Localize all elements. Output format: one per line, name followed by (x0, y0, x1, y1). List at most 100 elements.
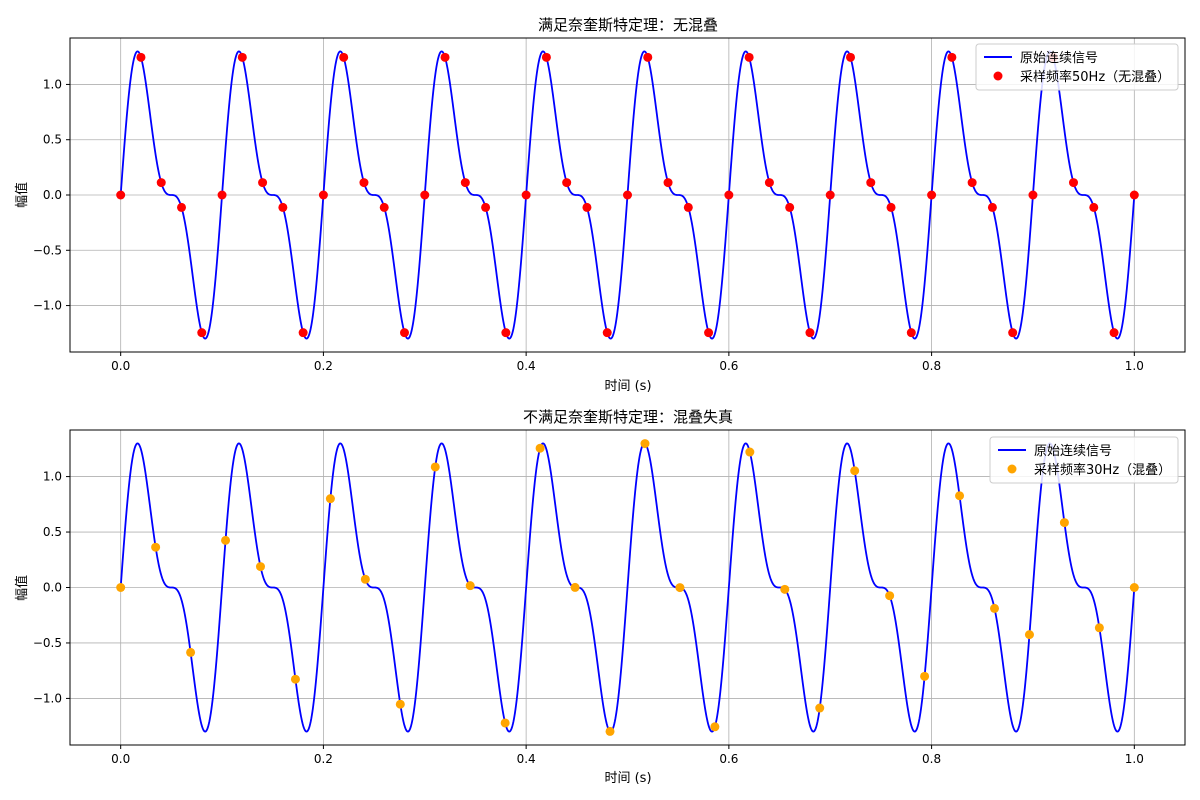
sample-point (278, 202, 288, 212)
sample-point (481, 202, 491, 212)
sample-point (136, 52, 146, 62)
sample-point (500, 718, 510, 728)
sample-point (710, 722, 720, 732)
sample-point (602, 328, 612, 338)
x-tick-label: 0.8 (922, 359, 941, 373)
sample-point (465, 581, 475, 591)
sample-point (947, 52, 957, 62)
sample-point (1059, 518, 1069, 528)
sample-point (116, 190, 126, 200)
sample-point (156, 178, 166, 188)
sample-point (744, 52, 754, 62)
sample-point (805, 328, 815, 338)
sample-point (1028, 190, 1038, 200)
sample-point (927, 190, 937, 200)
legend-marker-swatch (1007, 464, 1017, 474)
x-tick-label: 0.2 (314, 359, 333, 373)
legend-entry-signal: 原始连续信号 (1034, 443, 1112, 459)
sample-point (785, 202, 795, 212)
series-line-signal (119, 442, 1136, 733)
sample-point (116, 583, 126, 592)
y-tick-label: −0.5 (33, 243, 62, 257)
sample-point (990, 603, 1000, 613)
sample-point (1109, 328, 1119, 338)
y-tick-label: −0.5 (33, 636, 62, 650)
sample-point (221, 535, 231, 545)
plot-area (116, 50, 1139, 340)
sample-point (955, 491, 965, 501)
sample-point (379, 202, 389, 212)
sample-point (846, 52, 855, 62)
sample-point (570, 582, 580, 592)
sample-point (325, 494, 335, 504)
x-tick-label: 1.0 (1125, 752, 1144, 766)
y-tick-label: 1.0 (43, 470, 62, 484)
sample-point (815, 703, 825, 713)
legend-entry-samples: 采样频率50Hz（无混叠） (1020, 69, 1170, 85)
sample-point (395, 699, 405, 709)
y-tick-label: 0.0 (43, 188, 62, 202)
sample-point (197, 328, 207, 338)
sample-point (745, 447, 755, 457)
sample-point (535, 443, 545, 453)
sample-point (850, 466, 860, 476)
sample-point (255, 562, 265, 572)
y-axis-label: 幅值 (14, 182, 30, 208)
sample-point (920, 671, 930, 681)
sample-point (440, 52, 450, 62)
subplot-top: 满足奈奎斯特定理：无混叠 时间 (s) 幅值 0.0 0.2 0.4 0.6 0.8 1.… (14, 16, 1186, 394)
sample-point (400, 328, 409, 338)
chart-title: 不满足奈奎斯特定理：混叠失真 (523, 408, 733, 426)
legend-box (975, 43, 1179, 91)
ticks: 0.0 0.2 0.4 0.6 0.8 1.0 −1.0 −0.5 0.0 0.5 1.0 (33, 77, 1144, 373)
sample-point (663, 178, 673, 188)
x-tick-label: 1.0 (1125, 359, 1144, 373)
plot-area (116, 439, 1139, 736)
sample-point (237, 52, 247, 62)
sample-point (359, 178, 369, 188)
sample-point (764, 178, 774, 188)
sample-point (460, 178, 470, 188)
sample-point (866, 178, 876, 188)
sample-point (724, 190, 734, 200)
sample-point (825, 190, 835, 200)
sample-point (1069, 178, 1078, 188)
sample-point (885, 591, 895, 601)
sample-point (541, 52, 551, 62)
sample-point (318, 190, 328, 200)
sample-point (987, 202, 997, 212)
sample-point (683, 202, 693, 212)
sample-point (623, 190, 632, 200)
ticks: 0.0 0.2 0.4 0.6 0.8 1.0 −1.0 −0.5 0.0 0.5 1.0 (33, 470, 1144, 766)
sample-point (1129, 190, 1139, 200)
legend-box (989, 436, 1179, 484)
sample-point (1024, 630, 1034, 640)
legend: 原始连续信号 采样频率50Hz（无混叠） (975, 43, 1179, 91)
sample-point (501, 328, 511, 338)
sample-point (258, 178, 268, 188)
chart-title: 满足奈奎斯特定理：无混叠 (538, 16, 718, 34)
sample-point (640, 439, 650, 449)
legend: 原始连续信号 采样频率30Hz（混叠） (989, 436, 1179, 484)
sample-point (1008, 328, 1018, 338)
sample-point (186, 647, 196, 657)
sample-point (521, 190, 531, 200)
sample-point (605, 726, 615, 736)
y-tick-label: 0.5 (43, 133, 62, 147)
sample-point (780, 584, 790, 594)
x-axis-label: 时间 (s) (604, 379, 651, 394)
sample-point (906, 328, 916, 338)
sample-point (582, 202, 592, 212)
sample-point (339, 52, 349, 62)
x-tick-label: 0.0 (111, 359, 130, 373)
sample-point (562, 178, 572, 188)
x-tick-label: 0.4 (517, 752, 536, 766)
legend-marker-swatch (993, 71, 1003, 81)
sample-point (298, 328, 308, 338)
x-tick-label: 0.6 (719, 752, 738, 766)
sample-point (1129, 583, 1139, 592)
sample-point (290, 674, 300, 684)
sample-point (360, 574, 370, 584)
